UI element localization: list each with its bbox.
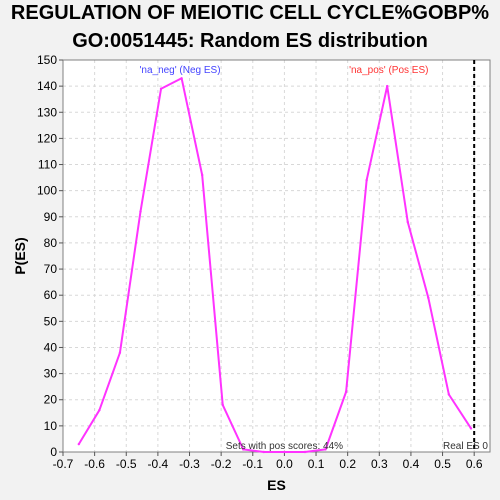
y-tick-label: 70 [44, 262, 58, 276]
data-point [139, 210, 142, 213]
x-tick-label: 0.5 [434, 457, 451, 471]
y-tick-label: 20 [44, 393, 58, 407]
y-tick-label: 100 [37, 184, 57, 198]
y-tick-label: 140 [37, 79, 57, 93]
x-tick-label: -0.4 [148, 457, 169, 471]
legend-pos-label: 'na_pos' (Pos ES) [349, 65, 428, 76]
data-point [200, 173, 204, 177]
data-point [427, 296, 430, 300]
y-tick-label: 40 [44, 340, 58, 354]
y-tick-label: 130 [37, 105, 57, 119]
data-point [242, 448, 245, 451]
data-point [98, 408, 101, 412]
y-tick-label: 120 [37, 131, 57, 145]
data-point [159, 87, 163, 90]
y-tick-label: 30 [44, 367, 58, 381]
data-point [221, 403, 224, 407]
x-tick-label: 0.1 [308, 457, 325, 471]
x-tick-label: 0.6 [466, 457, 483, 471]
y-axis-label: P(ES) [12, 237, 28, 274]
y-tick-label: 60 [44, 288, 58, 302]
x-tick-label: -0.3 [179, 457, 200, 471]
data-point [386, 84, 389, 88]
y-tick-label: 0 [50, 445, 57, 459]
y-tick-label: 50 [44, 314, 58, 328]
y-tick-label: 10 [44, 419, 58, 433]
x-tick-label: 0.2 [339, 457, 356, 471]
data-point [447, 393, 451, 396]
data-point [180, 77, 183, 80]
chart-title-line-1: REGULATION OF MEIOTIC CELL CYCLE%GOBP% [10, 2, 490, 24]
x-tick-label: 0.0 [276, 457, 293, 471]
data-point [365, 179, 368, 182]
data-point [118, 351, 122, 354]
data-point [469, 427, 473, 430]
x-tick-label: 0.3 [371, 457, 388, 471]
y-tick-label: 90 [44, 210, 58, 224]
data-point [283, 450, 286, 454]
data-point [262, 450, 266, 454]
data-point [344, 390, 348, 394]
pos-scores-annotation: Sets with pos scores: 44% [226, 441, 343, 452]
x-tick-label: -0.1 [242, 457, 263, 471]
data-point [324, 448, 327, 451]
series-line-1 [243, 85, 472, 453]
x-axis-label: ES [267, 477, 286, 493]
chart-title-line-2: GO:0051445: Random ES distribution [72, 30, 428, 52]
plot-area [63, 60, 490, 452]
x-tick-label: -0.2 [211, 457, 232, 471]
y-tick-label: 110 [38, 158, 57, 172]
x-tick-label: -0.6 [84, 457, 105, 471]
real-es-label: Real ES 0 [443, 441, 488, 452]
y-tick-label: 150 [37, 53, 57, 67]
x-tick-label: -0.7 [53, 457, 74, 471]
x-tick-label: 0.4 [403, 457, 420, 471]
data-point [303, 450, 307, 454]
data-point [406, 220, 409, 224]
legend-neg-label: 'na_neg' (Neg ES) [139, 65, 220, 76]
x-tick-label: -0.5 [116, 457, 137, 471]
data-point [77, 442, 81, 446]
y-tick-label: 80 [44, 236, 58, 250]
